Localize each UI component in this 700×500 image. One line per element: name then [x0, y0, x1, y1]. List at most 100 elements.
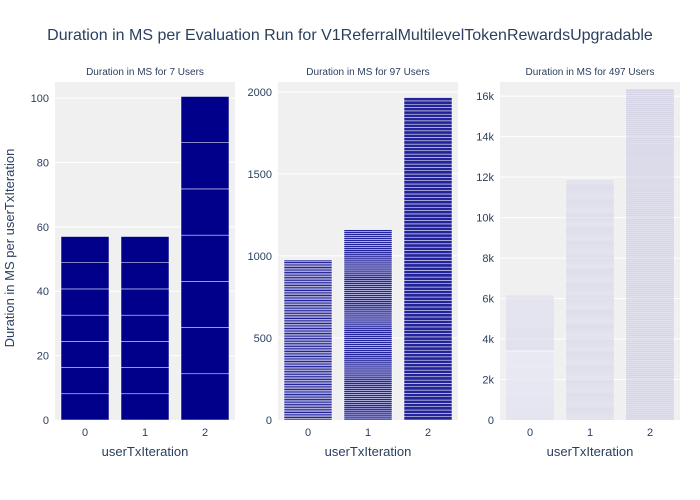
bar-segment — [343, 278, 393, 281]
bar-segment — [625, 294, 675, 295]
x-tick-label: 1 — [365, 427, 371, 439]
bar-segment — [625, 178, 675, 180]
bar-2 — [180, 96, 230, 421]
bar-segment — [625, 409, 675, 411]
bar-segment — [625, 173, 675, 175]
bar-segment — [343, 311, 393, 315]
bar-segment — [625, 90, 675, 92]
bar-segment — [343, 386, 393, 389]
bar-segment — [625, 318, 675, 320]
bar-segment — [625, 190, 675, 192]
subplot-title: Duration in MS for 7 Users — [86, 67, 204, 78]
bar-segment — [625, 271, 675, 273]
bar-segment — [625, 274, 675, 275]
bar-segment — [625, 248, 675, 249]
bar-segment — [625, 413, 675, 415]
y-tick-label: 0 — [43, 415, 49, 427]
x-tick-label: 1 — [142, 427, 148, 439]
bar-segment — [625, 208, 675, 210]
bar-segment — [625, 154, 675, 156]
bar-segment — [625, 168, 675, 170]
bar-segment — [625, 339, 675, 341]
bar-segment — [625, 409, 675, 411]
bar-segment — [625, 383, 675, 385]
bar-segment — [625, 177, 675, 179]
bar-segment — [343, 351, 393, 354]
bar-segment — [625, 336, 675, 337]
x-tick-label: 2 — [647, 427, 653, 439]
y-tick-label: 4k — [482, 334, 494, 346]
bar-segment — [403, 120, 453, 125]
bar-segment — [625, 319, 675, 321]
bar-segment — [625, 266, 675, 267]
bar-segment — [625, 373, 675, 375]
bar-segment — [403, 150, 453, 155]
bar-segment — [625, 184, 675, 186]
bar-segment — [625, 290, 675, 292]
bar-segment — [625, 334, 675, 336]
bar-segment — [625, 336, 675, 338]
bar-segment — [625, 139, 675, 141]
bar-segment — [625, 242, 675, 243]
bar-segment — [403, 369, 453, 374]
bar-segment — [625, 98, 675, 100]
bar-segment — [343, 368, 393, 372]
bar-segment — [625, 120, 675, 122]
bar-segment — [625, 403, 675, 405]
bar-segment — [403, 230, 453, 235]
bar-segment — [625, 362, 675, 364]
bar-segment — [625, 392, 675, 394]
bar-segment — [625, 140, 675, 142]
bar-segment — [625, 388, 675, 390]
bar-segment — [625, 377, 675, 379]
bar-segment — [403, 313, 453, 318]
bar-segment — [343, 347, 393, 350]
bar-segment — [403, 293, 453, 298]
bar-segment — [403, 296, 453, 301]
bar-segment — [625, 352, 675, 353]
bar-segment — [625, 206, 675, 208]
bar-segment — [625, 288, 675, 290]
bar-segment — [625, 166, 675, 168]
bar-segment — [403, 157, 453, 161]
bar-segment — [625, 186, 675, 188]
bar-segment — [625, 143, 675, 145]
bar-segment — [625, 230, 675, 231]
bar-segment — [403, 346, 453, 351]
bar-segment — [625, 93, 675, 94]
bar-1 — [343, 229, 393, 421]
bar-segment — [625, 102, 675, 104]
bar-segment — [403, 389, 453, 394]
bar-segment — [625, 320, 675, 322]
bar-segment — [343, 337, 393, 340]
bar-segment — [403, 236, 453, 241]
bar-segment — [625, 349, 675, 351]
bar-segment — [625, 194, 675, 196]
bar-segment — [625, 207, 675, 209]
bar-segment — [403, 320, 453, 324]
bar-segment — [625, 137, 675, 139]
bar-segment — [403, 97, 453, 102]
bar-segment — [625, 234, 675, 236]
bar-segment — [625, 412, 675, 414]
bar-segment — [343, 247, 393, 250]
bar-segment — [403, 183, 453, 188]
bar-segment — [625, 188, 675, 190]
bar-segment — [625, 189, 675, 191]
bar-segment — [403, 339, 453, 344]
bar-segment — [343, 284, 393, 287]
bar-segment — [343, 245, 393, 248]
bar-segment — [625, 223, 675, 225]
bar-segment — [343, 333, 393, 336]
bar-segment — [625, 309, 675, 311]
bar-1 — [565, 180, 615, 421]
bar-segment — [343, 252, 393, 256]
x-tick-label: 0 — [82, 427, 88, 439]
bar-segment — [120, 393, 170, 421]
bar-segment — [625, 410, 675, 412]
bar-segment — [343, 258, 393, 262]
bar-segment — [625, 238, 675, 239]
bar-segment — [625, 293, 675, 295]
bar-segment — [343, 394, 393, 397]
